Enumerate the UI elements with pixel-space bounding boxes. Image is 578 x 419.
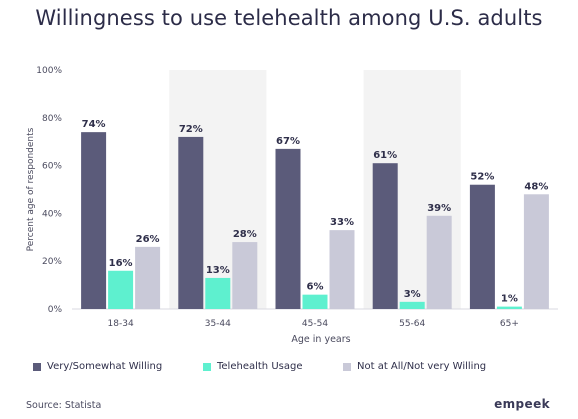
data-label: 26%: [136, 234, 160, 245]
bar-chart: 0% 20% 40% 60% 80% 100% Percent age of respond…: [26, 66, 558, 345]
bar: [205, 277, 231, 309]
bar: [469, 184, 495, 309]
bar: [275, 148, 301, 309]
bar: [108, 270, 134, 309]
bar: [496, 306, 522, 309]
y-tick-label: 20%: [42, 257, 62, 267]
bar: [523, 194, 549, 309]
x-tick-label: 35-44: [205, 319, 231, 329]
bar: [426, 215, 452, 309]
y-tick-label: 0%: [48, 305, 63, 315]
legend-label: Not at All/Not very Willing: [357, 361, 487, 372]
data-label: 33%: [330, 217, 354, 228]
x-axis-label: Age in years: [291, 334, 350, 345]
y-tick-label: 80%: [42, 114, 62, 124]
data-label: 61%: [373, 150, 397, 161]
data-label: 72%: [179, 124, 203, 135]
legend-swatch: [33, 362, 41, 371]
chart-title: Willingness to use telehealth among U.S.…: [35, 6, 543, 30]
bar: [135, 246, 161, 309]
data-label: 52%: [470, 172, 494, 183]
bar: [81, 132, 107, 309]
bar: [232, 242, 258, 309]
legend-item: Not at All/Not very Willing: [343, 361, 486, 372]
data-label: 6%: [307, 282, 324, 293]
x-tick-label: 45-54: [302, 319, 328, 329]
legend-swatch: [343, 362, 351, 371]
legend-item: Very/Somewhat Willing: [33, 361, 162, 372]
data-label: 28%: [233, 229, 257, 240]
bar: [399, 301, 425, 309]
legend-label: Telehealth Usage: [217, 361, 303, 372]
data-label: 3%: [404, 289, 421, 300]
x-tick-label: 18-34: [108, 319, 134, 329]
brand-logo: empeek: [494, 397, 550, 411]
bar: [329, 230, 355, 309]
legend-swatch: [203, 362, 211, 371]
y-tick-label: 60%: [42, 162, 62, 172]
bar: [372, 163, 398, 309]
data-label: 74%: [82, 119, 106, 130]
y-tick-label: 100%: [36, 66, 62, 76]
data-label: 1%: [501, 294, 518, 305]
legend-item: Telehealth Usage: [203, 361, 302, 372]
data-label: 67%: [276, 136, 300, 147]
x-tick-label: 55-64: [399, 319, 425, 329]
y-axis-label: Percent age of respondents: [26, 127, 36, 251]
data-label: 39%: [427, 203, 451, 214]
data-label: 13%: [206, 265, 230, 276]
bar: [302, 294, 328, 309]
x-tick-label: 65+: [500, 319, 519, 329]
data-label: 16%: [109, 258, 133, 269]
source-note: Source: Statista: [26, 400, 102, 411]
data-label: 48%: [524, 181, 548, 192]
legend-label: Very/Somewhat Willing: [47, 361, 163, 372]
legend: Very/Somewhat Willing Telehealth Usage Not…: [0, 361, 578, 377]
bar: [178, 136, 204, 309]
y-tick-label: 40%: [42, 209, 62, 219]
